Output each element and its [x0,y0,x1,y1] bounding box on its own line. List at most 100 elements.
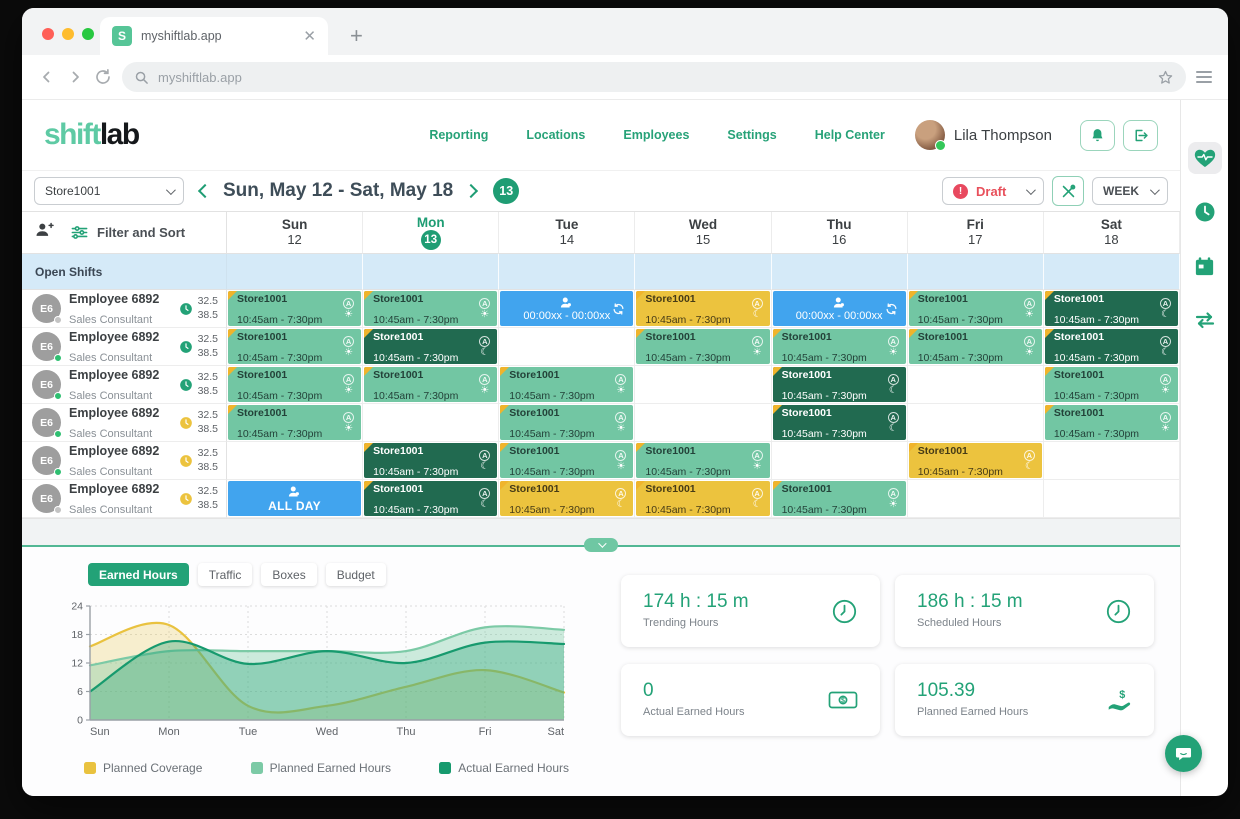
nav-item-help-center[interactable]: Help Center [814,128,885,142]
day-header-sat[interactable]: Sat 18 [1043,212,1180,254]
store-selector[interactable]: Store1001 [34,177,184,205]
shift-card[interactable]: Store1001 10:45am - 7:30pm A ☾ [500,481,634,516]
schedule-cell[interactable]: Store1001 10:45am - 7:30pm A ☀ [363,290,500,328]
next-week-icon[interactable] [464,183,479,199]
employee-row[interactable]: E6 Employee 6892 Sales Consultant 32.5 38.5 [22,290,227,328]
nav-item-locations[interactable]: Locations [526,128,586,142]
day-header-wed[interactable]: Wed 15 [635,212,772,254]
shift-card[interactable]: Store1001 10:45am - 7:30pm A ☀ [228,367,362,402]
schedule-cell[interactable]: Store1001 10:45am - 7:30pm A ☀ [1043,366,1180,404]
open-shift-cell[interactable] [907,254,1044,290]
schedule-cell[interactable]: Store1001 10:45am - 7:30pm A ☾ [635,290,772,328]
notifications-button[interactable] [1080,119,1115,151]
schedule-cell[interactable]: Store1001 10:45am - 7:30pm A ☀ [771,328,908,366]
shift-card[interactable]: Store1001 10:45am - 7:30pm A ☾ [908,443,1042,478]
schedule-cell[interactable] [635,404,772,442]
day-header-tue[interactable]: Tue 14 [499,212,636,254]
minimize-window-button[interactable] [62,28,74,40]
shift-card[interactable]: Store1001 10:45am - 7:30pm A ☾ [636,481,770,516]
shift-card[interactable]: Store1001 10:45am - 7:30pm A ☀ [1044,367,1178,402]
schedule-cell[interactable]: Store1001 10:45am - 7:30pm A ☀ [635,328,772,366]
filter-and-sort-button[interactable]: Filter and Sort [70,223,185,242]
shift-card[interactable]: Store1001 10:45am - 7:30pm A ☀ [228,291,362,326]
schedule-cell[interactable]: Store1001 10:45am - 7:30pm A ☾ [363,480,500,518]
schedule-cell[interactable] [1043,480,1180,518]
shift-card[interactable]: Store1001 10:45am - 7:30pm A ☾ [772,367,906,402]
nav-item-employees[interactable]: Employees [623,128,690,142]
shift-card[interactable]: Store1001 10:45am - 7:30pm A ☀ [772,329,906,364]
open-shift-cell[interactable] [1043,254,1180,290]
schedule-cell[interactable]: Store1001 10:45am - 7:30pm A ☀ [907,328,1044,366]
shift-card[interactable]: Store1001 10:45am - 7:30pm A ☾ [364,481,498,516]
schedule-cell[interactable]: Store1001 10:45am - 7:30pm A ☾ [363,442,500,480]
schedule-cell[interactable] [907,404,1044,442]
shift-card[interactable]: Store1001 10:45am - 7:30pm A ☾ [1044,291,1178,326]
schedule-cell[interactable] [907,366,1044,404]
browser-tab[interactable]: S myshiftlab.app ✕ [100,17,328,55]
health-metrics-icon[interactable] [1187,142,1222,174]
employee-row[interactable]: E6 Employee 6892 Sales Consultant 32.5 38.5 [22,366,227,404]
shift-card[interactable]: Store1001 10:45am - 7:30pm A ☀ [636,443,770,478]
schedule-cell[interactable]: Store1001 10:45am - 7:30pm A ☾ [907,442,1044,480]
zoom-window-button[interactable] [82,28,94,40]
forward-icon[interactable] [66,68,84,86]
schedule-cell[interactable]: Store1001 10:45am - 7:30pm A ☀ [499,366,636,404]
swap-shifts-icon[interactable] [1188,304,1222,336]
shift-card[interactable]: Store1001 10:45am - 7:30pm A ☀ [228,405,362,440]
schedule-cell[interactable]: Store1001 10:45am - 7:30pm A ☀ [227,366,364,404]
tab-earned-hours[interactable]: Earned Hours [88,563,189,586]
employee-row[interactable]: E6 Employee 6892 Sales Consultant 32.5 38.5 [22,404,227,442]
shift-card[interactable]: Store1001 10:45am - 7:30pm A ☀ [364,291,498,326]
schedule-cell[interactable]: Store1001 10:45am - 7:30pm A ☀ [499,442,636,480]
shift-card[interactable]: Store1001 10:45am - 7:30pm A ☀ [364,367,498,402]
sign-out-button[interactable] [1123,119,1158,151]
schedule-cell[interactable]: Store1001 10:45am - 7:30pm A ☾ [771,366,908,404]
shift-card[interactable]: Store1001 10:45am - 7:30pm A ☾ [636,291,770,326]
nav-item-reporting[interactable]: Reporting [429,128,489,142]
shift-card[interactable]: Store1001 10:45am - 7:30pm A ☀ [500,443,634,478]
help-chat-button[interactable] [1165,735,1202,772]
shift-card[interactable]: Store1001 10:45am - 7:30pm A ☀ [636,329,770,364]
browser-menu-icon[interactable] [1196,71,1212,83]
shift-card[interactable]: Store1001 10:45am - 7:30pm A ☀ [908,291,1042,326]
schedule-status-selector[interactable]: ! Draft [942,177,1044,205]
shift-card[interactable]: Store1001 10:45am - 7:30pm A ☀ [228,329,362,364]
schedule-tools-button[interactable] [1052,176,1084,206]
view-mode-selector[interactable]: WEEK [1092,177,1168,205]
shift-card[interactable]: Store1001 10:45am - 7:30pm A ☀ [1044,405,1178,440]
day-header-thu[interactable]: Thu 16 [771,212,908,254]
calendar-icon[interactable] [1188,250,1222,282]
employee-row[interactable]: E6 Employee 6892 Sales Consultant 32.5 38.5 [22,328,227,366]
shift-card-swap[interactable]: 00:00xx - 00:00xx [500,291,634,326]
shift-card[interactable]: Store1001 10:45am - 7:30pm A ☀ [500,405,634,440]
shift-card[interactable]: Store1001 10:45am - 7:30pm A ☀ [772,481,906,516]
open-shift-cell[interactable] [771,254,908,290]
bookmark-star-icon[interactable] [1157,69,1174,86]
schedule-cell[interactable]: Store1001 10:45am - 7:30pm A ☾ [1043,290,1180,328]
shift-card[interactable]: Store1001 10:45am - 7:30pm A ☾ [364,329,498,364]
open-shift-cell[interactable] [363,254,500,290]
time-clock-icon[interactable] [1188,196,1222,228]
shift-card[interactable]: Store1001 10:45am - 7:30pm A ☾ [364,443,498,478]
schedule-cell[interactable]: Store1001 10:45am - 7:30pm A ☀ [635,442,772,480]
schedule-cell[interactable] [499,328,636,366]
tab-close-icon[interactable]: ✕ [303,28,316,45]
schedule-cell[interactable]: 00:00xx - 00:00xx [771,290,908,328]
schedule-cell[interactable]: Store1001 10:45am - 7:30pm A ☀ [363,366,500,404]
back-icon[interactable] [38,68,56,86]
add-employee-icon[interactable] [34,220,54,245]
shift-card[interactable]: Store1001 10:45am - 7:30pm A ☾ [772,405,906,440]
tab-boxes[interactable]: Boxes [261,563,317,586]
schedule-cell[interactable]: Store1001 10:45am - 7:30pm A ☾ [499,480,636,518]
open-shift-cell[interactable] [499,254,636,290]
schedule-cell[interactable] [771,442,908,480]
schedule-cell[interactable] [1043,442,1180,480]
schedule-cell[interactable] [907,480,1044,518]
schedule-cell[interactable]: Store1001 10:45am - 7:30pm A ☾ [635,480,772,518]
day-header-mon[interactable]: Mon 13 [363,212,500,254]
shiftlab-logo[interactable]: shiftlab [44,118,140,151]
prev-week-icon[interactable] [197,183,213,199]
tab-budget[interactable]: Budget [325,563,386,586]
address-bar[interactable]: myshiftlab.app [122,62,1186,92]
collapse-panel-button[interactable] [584,538,618,552]
